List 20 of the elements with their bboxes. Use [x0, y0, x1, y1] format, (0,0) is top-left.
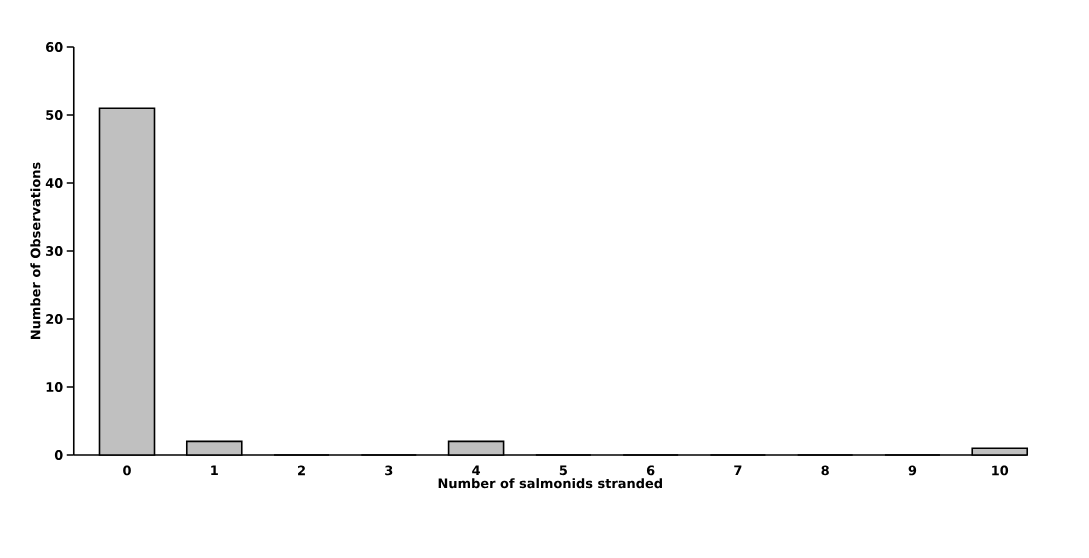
x-axis-title: Number of salmonids stranded [438, 478, 662, 489]
x-tick-label: 8 [821, 465, 829, 476]
x-tick-label: 0 [123, 465, 131, 476]
y-tick-label: 20 [46, 314, 63, 324]
x-tick-label: 6 [646, 465, 655, 476]
y-axis-title: Number of Observations [30, 162, 41, 339]
x-tick-label: 5 [559, 465, 567, 476]
x-tick-label: 9 [908, 465, 917, 476]
y-tick-label: 60 [46, 42, 63, 52]
y-tick-label: 0 [54, 450, 63, 460]
x-tick-label: 1 [211, 465, 218, 475]
y-tick-label: 50 [46, 110, 63, 120]
x-tick-label: 3 [385, 465, 393, 476]
x-tick-label: 2 [298, 465, 305, 476]
x-tick-label: 10 [992, 465, 1009, 476]
x-tick-label: 4 [472, 465, 481, 475]
x-tick-label: 7 [734, 465, 742, 475]
y-tick-label: 10 [46, 382, 63, 392]
y-tick-label: 30 [46, 246, 63, 256]
y-tick-label: 40 [45, 178, 63, 188]
